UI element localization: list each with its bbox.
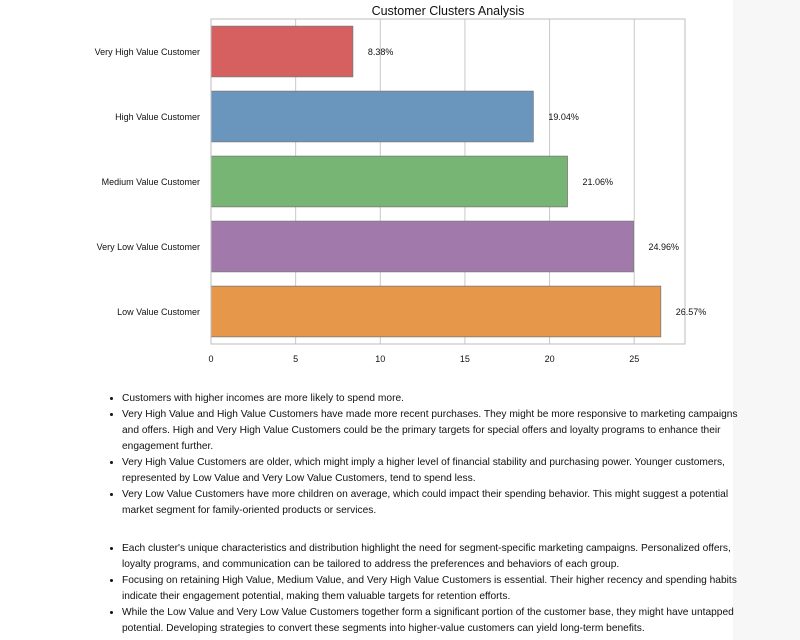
insight-item: Very Low Value Customers have more child… [122, 487, 742, 519]
y-tick-label-0: Very High Value Customer [95, 47, 200, 57]
x-tick-label-2: 10 [375, 354, 385, 364]
bar-2 [210, 155, 568, 208]
bar-1 [210, 90, 534, 143]
insight-item: Very High Value and High Value Customers… [122, 407, 742, 455]
bar-4 [210, 285, 662, 338]
x-tick-label-5: 25 [629, 354, 639, 364]
insight-item: Each cluster's unique characteristics an… [122, 541, 742, 573]
x-tick-label-3: 15 [460, 354, 470, 364]
bar-0 [210, 25, 354, 78]
y-tick-label-3: Very Low Value Customer [97, 242, 200, 252]
bar-3 [210, 220, 634, 273]
insight-item: Very High Value Customers are older, whi… [122, 455, 742, 487]
y-tick-label-4: Low Value Customer [117, 307, 200, 317]
x-tick-label-4: 20 [545, 354, 555, 364]
x-tick-label-0: 0 [208, 354, 213, 364]
plot-frame [210, 18, 686, 345]
data-labels: 8.38% 19.04% 21.06% 24.96% 26.57% [368, 47, 706, 317]
x-tick-labels: 0 5 10 15 20 25 [208, 354, 639, 364]
data-label-0: 8.38% [368, 47, 394, 57]
y-tick-labels: Very High Value Customer High Value Custo… [95, 47, 200, 317]
insight-item: While the Low Value and Very Low Value C… [122, 605, 742, 637]
bar-chart: Customer Clusters Analysis 8.38% 19.04% 21… [95, 4, 707, 364]
insights-list-2: Each cluster's unique characteristics an… [104, 541, 742, 637]
data-label-1: 19.04% [548, 112, 579, 122]
x-tick-label-1: 5 [293, 354, 298, 364]
y-tick-label-1: High Value Customer [115, 112, 200, 122]
data-label-2: 21.06% [583, 177, 614, 187]
insights-list-1: Customers with higher incomes are more l… [104, 391, 742, 519]
y-tick-label-2: Medium Value Customer [102, 177, 200, 187]
insight-item: Focusing on retaining High Value, Medium… [122, 573, 742, 605]
data-label-3: 24.96% [649, 242, 680, 252]
right-margin-strip [733, 0, 800, 640]
insight-item: Customers with higher incomes are more l… [122, 391, 742, 407]
data-label-4: 26.57% [676, 307, 707, 317]
chart-title: Customer Clusters Analysis [372, 4, 525, 18]
